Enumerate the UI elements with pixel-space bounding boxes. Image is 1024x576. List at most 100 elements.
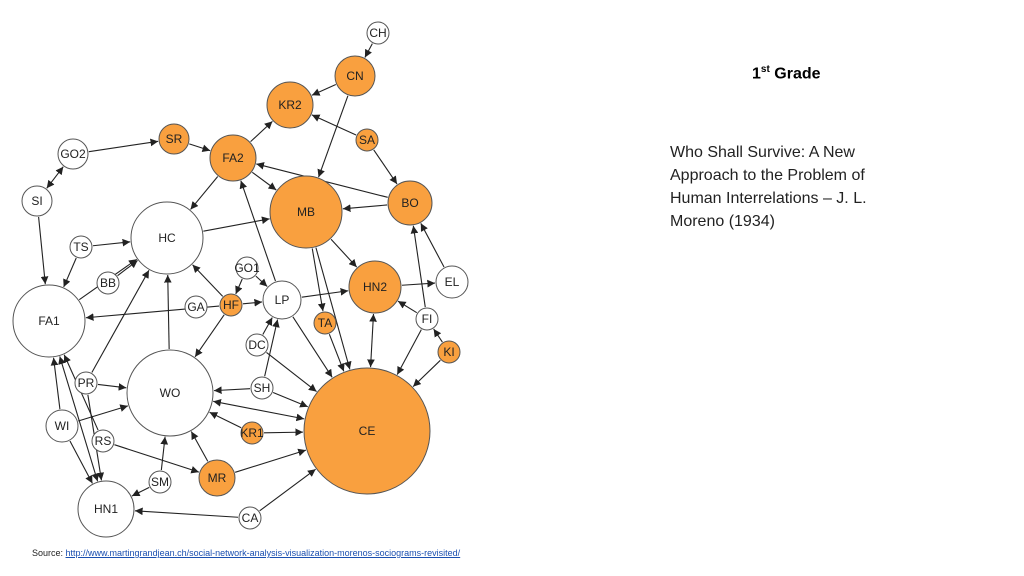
node-fa1: FA1: [12, 284, 86, 358]
edge-bo-mb: [342, 204, 388, 212]
edge-dc-lp: [262, 317, 273, 335]
node-ca: CA: [238, 506, 262, 530]
edge-fa2-kr2: [250, 120, 273, 143]
node-label: WI: [55, 419, 70, 433]
node-label: MR: [208, 471, 227, 485]
edge-el-bo: [420, 223, 445, 268]
node-label: FA1: [38, 314, 60, 328]
node-ts: TS: [69, 235, 93, 259]
node-circle: [269, 175, 343, 249]
node-circle: [355, 128, 379, 152]
node-label: KI: [443, 345, 454, 359]
node-label: CN: [346, 69, 363, 83]
node-circle: [91, 429, 115, 453]
edge-go2-sr: [88, 138, 159, 153]
edge-mb-ce: [315, 247, 352, 370]
node-label: HC: [158, 231, 176, 245]
node-label: CA: [242, 511, 259, 525]
grade-number: 1: [752, 65, 761, 83]
node-label: HF: [223, 298, 239, 312]
node-circle: [158, 123, 190, 155]
node-fi: FI: [415, 307, 439, 331]
node-label: MB: [297, 205, 315, 219]
node-sa: SA: [355, 128, 379, 152]
node-ch: CH: [366, 21, 390, 45]
edge-kr1-ce: [263, 428, 304, 437]
node-kr1: KR1: [240, 421, 264, 445]
node-wi: WI: [45, 409, 79, 443]
edge-wi-fa1: [50, 357, 61, 410]
node-circle: [45, 409, 79, 443]
node-label: CH: [369, 26, 386, 40]
edge-wi-hn1: [69, 440, 93, 484]
node-label: PR: [78, 376, 95, 390]
edge-hf-wo: [194, 314, 225, 358]
node-hn1: HN1: [77, 480, 135, 538]
edge-sa-bo: [373, 149, 398, 185]
node-circle: [209, 134, 257, 182]
node-label: GO2: [60, 147, 86, 161]
edge-lp-fa2: [239, 180, 276, 282]
node-label: WO: [160, 386, 181, 400]
node-hn2: HN2: [348, 260, 402, 314]
edge-hn2-ce: [367, 313, 377, 368]
node-label: BO: [401, 196, 418, 210]
edge-fi-ce: [396, 329, 422, 375]
edge-go1-hf: [235, 278, 243, 295]
node-label: KR2: [278, 98, 302, 112]
node-label: SI: [31, 194, 42, 208]
node-label: CE: [359, 424, 376, 438]
node-label: HN2: [363, 280, 387, 294]
node-circle: [262, 280, 302, 320]
node-hf: HF: [219, 293, 243, 317]
node-circle: [130, 201, 204, 275]
node-label: LP: [275, 293, 290, 307]
node-lp: LP: [262, 280, 302, 320]
node-label: SM: [151, 475, 169, 489]
node-sr: SR: [158, 123, 190, 155]
edge-lp-hn2: [301, 287, 349, 298]
edge-sh-ce: [272, 392, 308, 408]
edge-sh-lp: [264, 319, 280, 377]
node-label: EL: [445, 275, 460, 289]
node-label: FA2: [222, 151, 244, 165]
edge-fi-bo: [410, 225, 426, 308]
node-circle: [266, 81, 314, 129]
source-link[interactable]: http://www.martingrandjean.ch/social-net…: [65, 548, 461, 558]
edge-ki-fi: [433, 328, 443, 343]
node-circle: [334, 55, 376, 97]
node-label: SA: [359, 133, 375, 147]
edge-ki-ce: [412, 359, 441, 387]
node-bo: BO: [387, 180, 433, 226]
grade-ordinal-suffix: st: [760, 64, 770, 75]
edge-go2-si: [46, 166, 64, 189]
source-line: Source: http://www.martingrandjean.ch/so…: [32, 548, 460, 558]
edge-sm-hn1: [131, 486, 150, 497]
node-circle: [96, 271, 120, 295]
edge-fi-hn2: [397, 300, 418, 314]
edge-ta-ce: [328, 333, 345, 372]
node-pr: PR: [74, 371, 98, 395]
node-circle: [348, 260, 402, 314]
edge-mb-ta: [311, 248, 326, 312]
node-kr2: KR2: [266, 81, 314, 129]
edge-ca-ce: [259, 468, 316, 512]
node-label: GA: [187, 300, 204, 314]
edge-bb-hc: [117, 260, 138, 277]
edge-hf-lp: [242, 298, 263, 307]
edge-wo-hc: [164, 274, 172, 350]
node-ce: CE: [303, 367, 431, 495]
node-circle: [198, 459, 236, 497]
edge-fa2-hc: [190, 176, 219, 210]
edge-si-fa1: [38, 216, 49, 285]
node-circle: [437, 340, 461, 364]
node-circle: [435, 265, 469, 299]
edge-ts-fa1: [63, 257, 77, 288]
edge-fa2-mb: [251, 171, 277, 191]
node-circle: [148, 470, 172, 494]
edge-wi-wo: [78, 404, 129, 422]
node-label: TS: [73, 240, 88, 254]
node-label: TA: [318, 316, 332, 330]
node-bb: BB: [96, 271, 120, 295]
node-circle: [57, 138, 89, 170]
